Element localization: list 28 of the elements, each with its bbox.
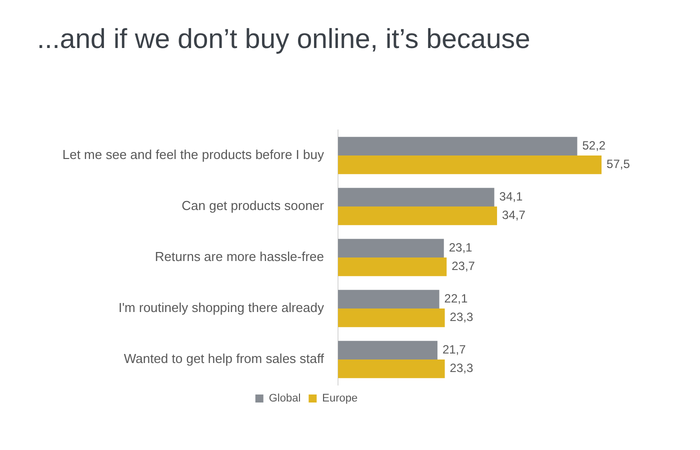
data-label: 57,5 <box>606 157 630 172</box>
bar <box>338 136 578 156</box>
data-label: 23,1 <box>448 240 473 255</box>
bar <box>338 360 445 378</box>
data-label: 21,7 <box>442 342 466 357</box>
y-tick-label: Can get products sooner <box>182 198 325 214</box>
legend-label: Europe <box>322 392 358 405</box>
bar <box>338 340 438 360</box>
y-tick-label: Wanted to get help from sales staff <box>124 351 324 366</box>
y-tick-label: Returns are more hassle-free <box>154 249 324 264</box>
y-tick-label: Let me see and feel the products before I buy <box>62 147 324 162</box>
data-label: 22,1 <box>444 292 468 306</box>
bar <box>338 290 440 308</box>
data-label: 34,7 <box>502 208 526 222</box>
bar <box>338 238 444 258</box>
bar <box>338 188 494 206</box>
data-label: 52,2 <box>582 138 606 153</box>
y-tick-label: I'm routinely shopping there already <box>118 300 324 316</box>
legend-label: Global <box>268 392 301 405</box>
bar <box>338 206 498 226</box>
bar <box>338 258 447 276</box>
bar <box>338 156 602 174</box>
chart-title: ...and if we don’t buy online, it’s because <box>37 23 530 55</box>
bar <box>338 308 445 328</box>
data-label: 23,3 <box>450 310 474 324</box>
data-label: 23,3 <box>450 361 474 376</box>
data-label: 23,7 <box>452 259 476 274</box>
data-label: 34,1 <box>499 190 523 204</box>
